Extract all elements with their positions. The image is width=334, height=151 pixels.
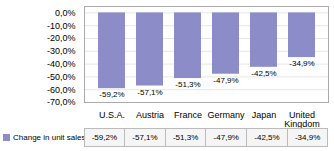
svg-text:Japan: Japan bbox=[252, 110, 277, 120]
svg-text:-70,0%: -70,0% bbox=[47, 97, 76, 107]
svg-text:France: France bbox=[174, 110, 202, 120]
svg-text:-20,0%: -20,0% bbox=[47, 33, 76, 43]
svg-text:-57,1%: -57,1% bbox=[137, 88, 162, 97]
html-text:-47,9%: -47,9% bbox=[213, 133, 239, 142]
html-text:-57,1%: -57,1% bbox=[132, 133, 158, 142]
html-text:-51,3%: -51,3% bbox=[173, 133, 199, 142]
svg-text:U.S.A.: U.S.A. bbox=[99, 110, 125, 120]
html-text:-59,2%: -59,2% bbox=[91, 133, 117, 142]
svg-text:Austria: Austria bbox=[136, 110, 164, 120]
svg-text:-42,5%: -42,5% bbox=[251, 69, 276, 78]
html-text:Change in unit sales: Change in unit sales bbox=[13, 133, 86, 142]
svg-text:-40,0%: -40,0% bbox=[47, 59, 76, 69]
html-text:-42,5%: -42,5% bbox=[254, 133, 280, 142]
svg-text:0,0%: 0,0% bbox=[55, 8, 76, 18]
svg-text:Germany: Germany bbox=[207, 110, 245, 120]
svg-text:-50,0%: -50,0% bbox=[47, 72, 76, 82]
svg-text:UnitedKingdom: UnitedKingdom bbox=[284, 110, 320, 128]
svg-text:-47,9%: -47,9% bbox=[213, 76, 238, 85]
svg-text:-30,0%: -30,0% bbox=[47, 46, 76, 56]
svg-text:-59,2%: -59,2% bbox=[99, 90, 124, 99]
html-text:-34,9%: -34,9% bbox=[294, 133, 321, 142]
svg-text:-34,9%: -34,9% bbox=[289, 59, 314, 68]
svg-text:-51,3%: -51,3% bbox=[175, 80, 200, 89]
svg-text:-10,0%: -10,0% bbox=[47, 21, 76, 31]
svg-text:-60,0%: -60,0% bbox=[47, 85, 76, 95]
